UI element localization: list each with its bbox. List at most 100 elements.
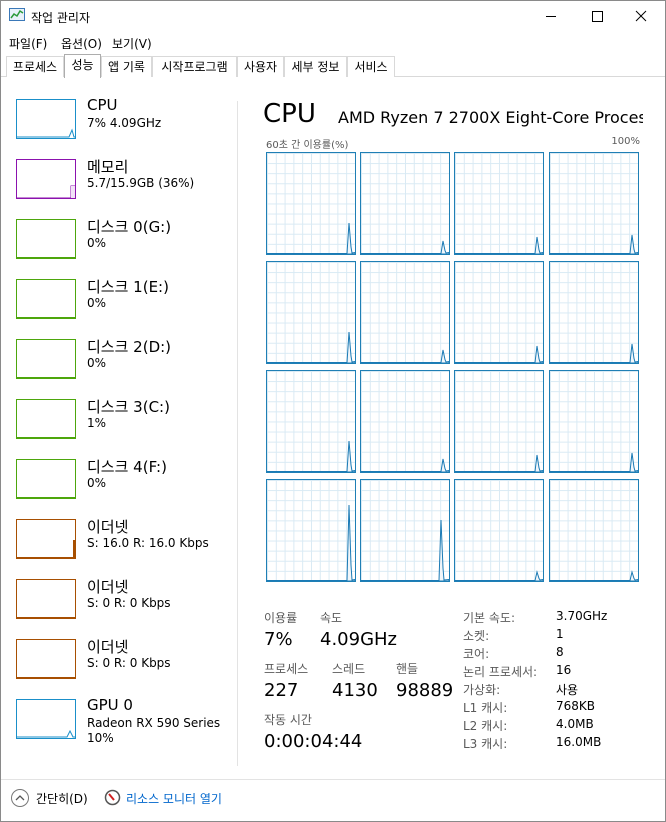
core-graph bbox=[549, 479, 639, 582]
device-detail: Radeon RX 590 Series bbox=[87, 716, 221, 730]
device-name[interactable]: 디스크 3(C:) bbox=[87, 398, 170, 416]
core-graph bbox=[360, 479, 450, 582]
device-name[interactable]: 디스크 0(G:) bbox=[87, 218, 172, 236]
thumb-graph bbox=[17, 729, 75, 738]
tab[interactable]: 시작프로그램 bbox=[152, 56, 237, 77]
thumbnail bbox=[16, 699, 76, 739]
stat-label: 프로세스 bbox=[264, 662, 309, 676]
tab[interactable]: 성능 bbox=[64, 54, 101, 78]
core-trace bbox=[550, 452, 638, 472]
thumbnail bbox=[16, 519, 76, 559]
collapse-icon[interactable] bbox=[10, 788, 30, 808]
core-trace bbox=[455, 570, 543, 581]
stat-value: 7% bbox=[264, 629, 293, 650]
spec-value: 8 bbox=[556, 645, 564, 659]
device-name[interactable]: 디스크 2(D:) bbox=[87, 338, 172, 356]
thumb-graph bbox=[17, 185, 75, 199]
device-name[interactable]: 이더넷 bbox=[87, 638, 129, 656]
device-name[interactable]: 이더넷 bbox=[87, 578, 129, 596]
thumb-graph bbox=[17, 437, 75, 438]
device-detail: 10% bbox=[87, 731, 114, 745]
tab[interactable]: 세부 정보 bbox=[284, 56, 347, 77]
core-graph bbox=[266, 479, 356, 582]
device-name[interactable]: CPU bbox=[87, 96, 118, 114]
spec-value: 16.0MB bbox=[556, 735, 602, 749]
device-detail: 0% bbox=[87, 476, 107, 490]
tab[interactable]: 앱 기록 bbox=[101, 56, 152, 77]
tab[interactable]: 사용자 bbox=[237, 56, 284, 77]
menu-item[interactable]: 보기(V) bbox=[112, 37, 152, 51]
core-graph bbox=[360, 370, 450, 473]
graph-label: 60초 간 이용률(%) bbox=[266, 140, 349, 151]
device-detail: 5.7/15.9GB (36%) bbox=[87, 176, 195, 190]
device-name[interactable]: 메모리 bbox=[87, 158, 129, 176]
stat-value: 0:00:04:44 bbox=[264, 731, 363, 752]
core-trace bbox=[361, 519, 449, 581]
thumb-graph bbox=[17, 617, 75, 618]
core-trace bbox=[455, 345, 543, 363]
core-graph bbox=[454, 479, 544, 582]
core-graph bbox=[549, 261, 639, 364]
core-graph bbox=[454, 261, 544, 364]
device-detail: 1% bbox=[87, 416, 107, 430]
tab[interactable]: 서비스 bbox=[347, 56, 395, 77]
tab[interactable]: 프로세스 bbox=[6, 56, 64, 77]
stat-value: 98889 bbox=[396, 680, 454, 701]
core-trace bbox=[267, 331, 355, 363]
device-detail: 0% bbox=[87, 356, 107, 370]
menu-item[interactable]: 파일(F) bbox=[9, 37, 48, 51]
spec-value: 1 bbox=[556, 627, 564, 641]
menu-item[interactable]: 옵션(O) bbox=[61, 37, 102, 51]
device-detail: S: 0 R: 0 Kbps bbox=[87, 656, 171, 670]
core-graph bbox=[360, 261, 450, 364]
thumbnail bbox=[16, 339, 76, 379]
core-trace bbox=[267, 440, 355, 472]
thumb-graph bbox=[17, 677, 75, 678]
core-graph bbox=[266, 370, 356, 473]
stat-value: 4130 bbox=[332, 680, 378, 701]
thumb-graph bbox=[17, 497, 75, 498]
core-trace bbox=[267, 222, 355, 254]
spec-label: 논리 프로세서: bbox=[463, 665, 538, 679]
resource-monitor-link[interactable]: 리소스 모니터 열기 bbox=[126, 792, 222, 806]
spec-value: 768KB bbox=[556, 699, 596, 713]
device-detail: S: 0 R: 0 Kbps bbox=[87, 596, 171, 610]
spec-value: 4.0MB bbox=[556, 717, 594, 731]
footer-border bbox=[1, 779, 665, 780]
divider bbox=[237, 101, 238, 766]
stat-value: 227 bbox=[264, 680, 299, 701]
device-name[interactable]: 디스크 1(E:) bbox=[87, 278, 169, 296]
window-title: 작업 관리자 bbox=[31, 11, 91, 25]
core-graph bbox=[549, 152, 639, 255]
device-name[interactable]: GPU 0 bbox=[87, 696, 133, 714]
cpu-model: AMD Ryzen 7 2700X Eight-Core Proces... bbox=[338, 108, 643, 127]
spec-label: L3 캐시: bbox=[463, 737, 508, 751]
spec-label: 기본 속도: bbox=[463, 611, 516, 625]
device-name[interactable]: 디스크 4(F:) bbox=[87, 458, 167, 476]
spec-value: 3.70GHz bbox=[556, 609, 608, 623]
core-trace bbox=[361, 349, 449, 363]
app-icon bbox=[9, 8, 25, 21]
spec-label: L2 캐시: bbox=[463, 719, 508, 733]
core-trace bbox=[550, 570, 638, 581]
stat-value: 4.09GHz bbox=[320, 629, 398, 650]
spec-label: 가상화: bbox=[463, 683, 501, 697]
core-trace bbox=[455, 236, 543, 254]
less-details[interactable]: 간단히(D) bbox=[36, 792, 88, 806]
stat-label: 작동 시간 bbox=[264, 713, 312, 727]
spec-value: 사용 bbox=[556, 683, 579, 697]
spec-value: 16 bbox=[556, 663, 572, 677]
stat-label: 스레드 bbox=[332, 662, 366, 676]
core-trace bbox=[361, 240, 449, 254]
core-trace bbox=[550, 234, 638, 254]
thumbnail bbox=[16, 399, 76, 439]
core-trace bbox=[550, 343, 638, 363]
core-graph bbox=[360, 152, 450, 255]
thumbnail bbox=[16, 219, 76, 259]
core-trace bbox=[267, 504, 355, 581]
core-graph bbox=[549, 370, 639, 473]
device-name[interactable]: 이더넷 bbox=[87, 518, 129, 536]
window-controls[interactable] bbox=[531, 1, 665, 31]
core-graph bbox=[454, 152, 544, 255]
